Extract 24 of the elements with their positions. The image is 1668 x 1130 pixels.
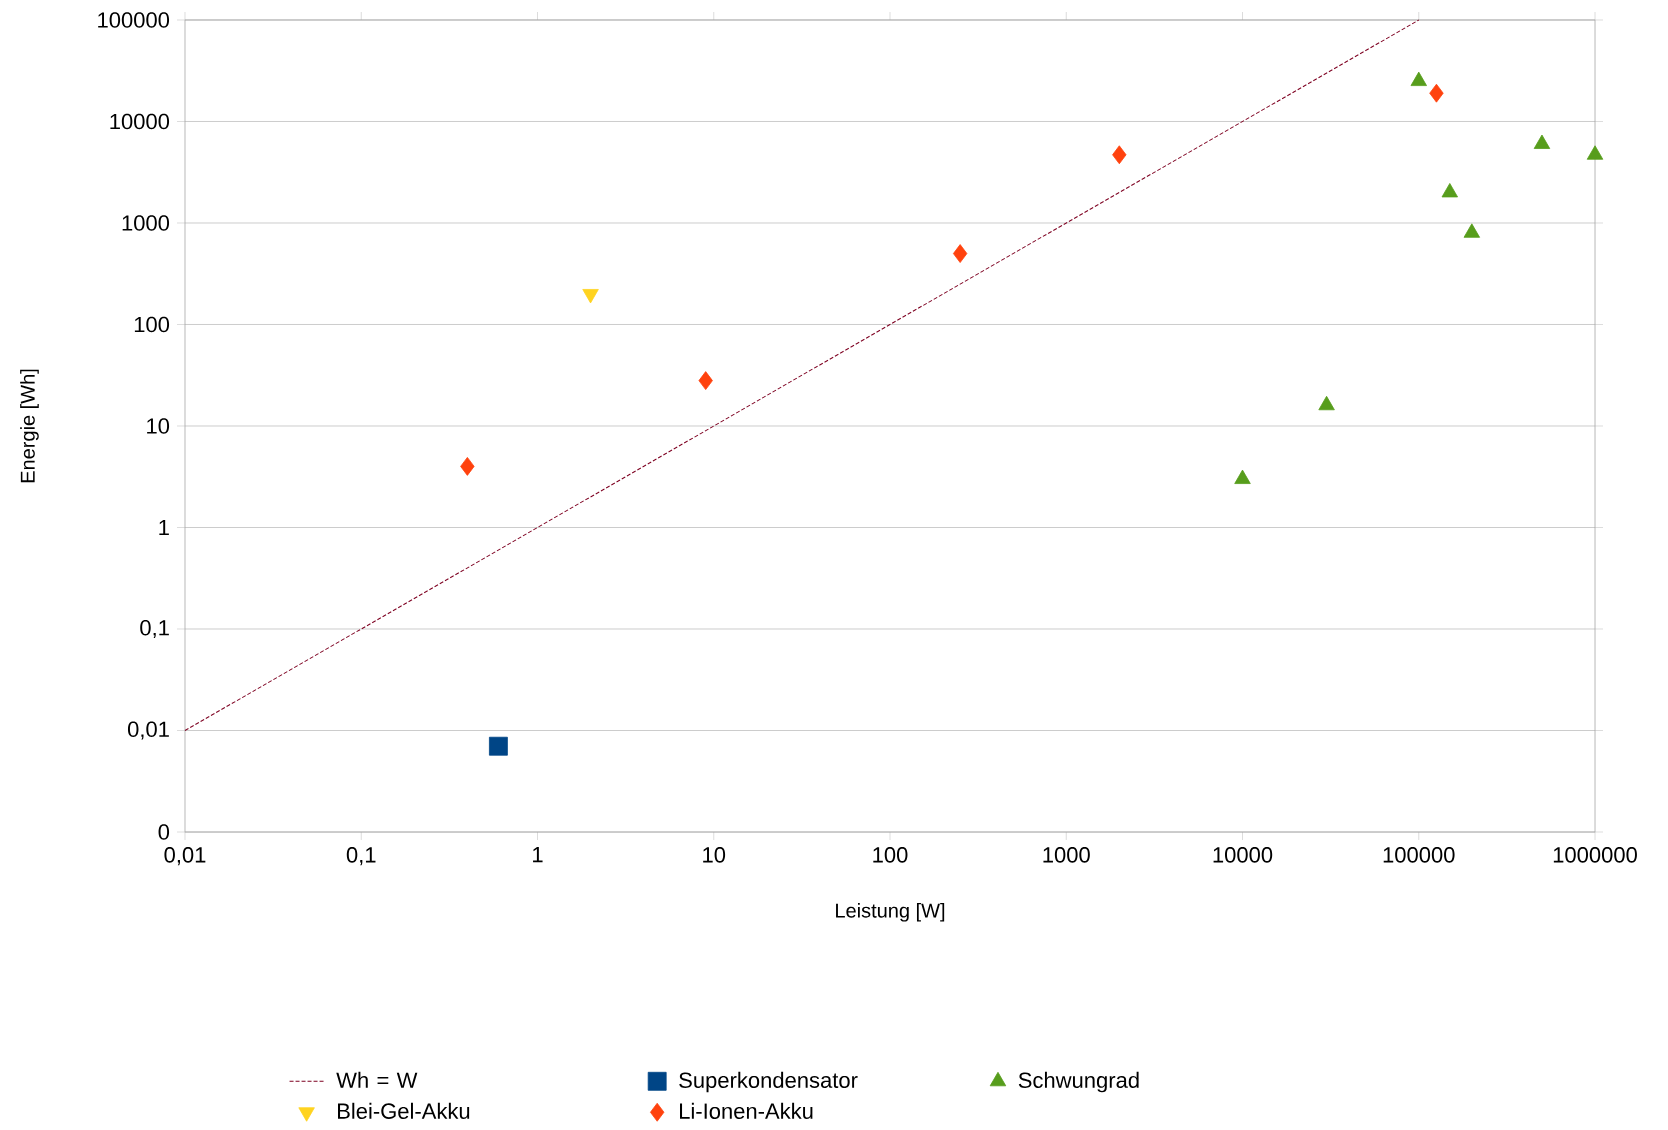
y-tick-label: 10 [147,418,170,434]
legend-label: Superkondensator [679,1071,858,1093]
y-tick-label: 100000 [98,12,170,28]
x-tick-label: 1 [533,847,543,863]
y-tick-label: 10000 [110,113,170,130]
y-tick-label: 0,01 [127,721,169,740]
x-tick-label: 10000 [1213,847,1273,863]
x-tick-label: 1000000 [1553,847,1637,863]
legend-label: Wh = W [336,1071,418,1088]
legend-label: Blei-Gel-Akku [338,1102,470,1120]
y-tick-label: 1000 [122,215,170,231]
legend-label: Schwungrad [1018,1071,1139,1093]
x-tick-label: 100 [873,847,908,863]
legend-label: Li-Ionen-Akku [680,1102,813,1120]
y-axis-title: Energie [Wh] [20,369,39,483]
y-tick-label: 100 [134,316,170,333]
x-tick-label: 10 [703,847,726,863]
x-tick-label: 0,1 [346,847,376,866]
x-tick-label: 100000 [1383,847,1455,863]
y-tick-label: 0,1 [140,620,169,639]
y-tick-label: 0 [158,824,170,840]
x-axis-title: Leistung [W] [836,903,945,922]
y-tick-label: 1 [159,520,169,536]
x-tick-label: 1000 [1043,847,1090,863]
